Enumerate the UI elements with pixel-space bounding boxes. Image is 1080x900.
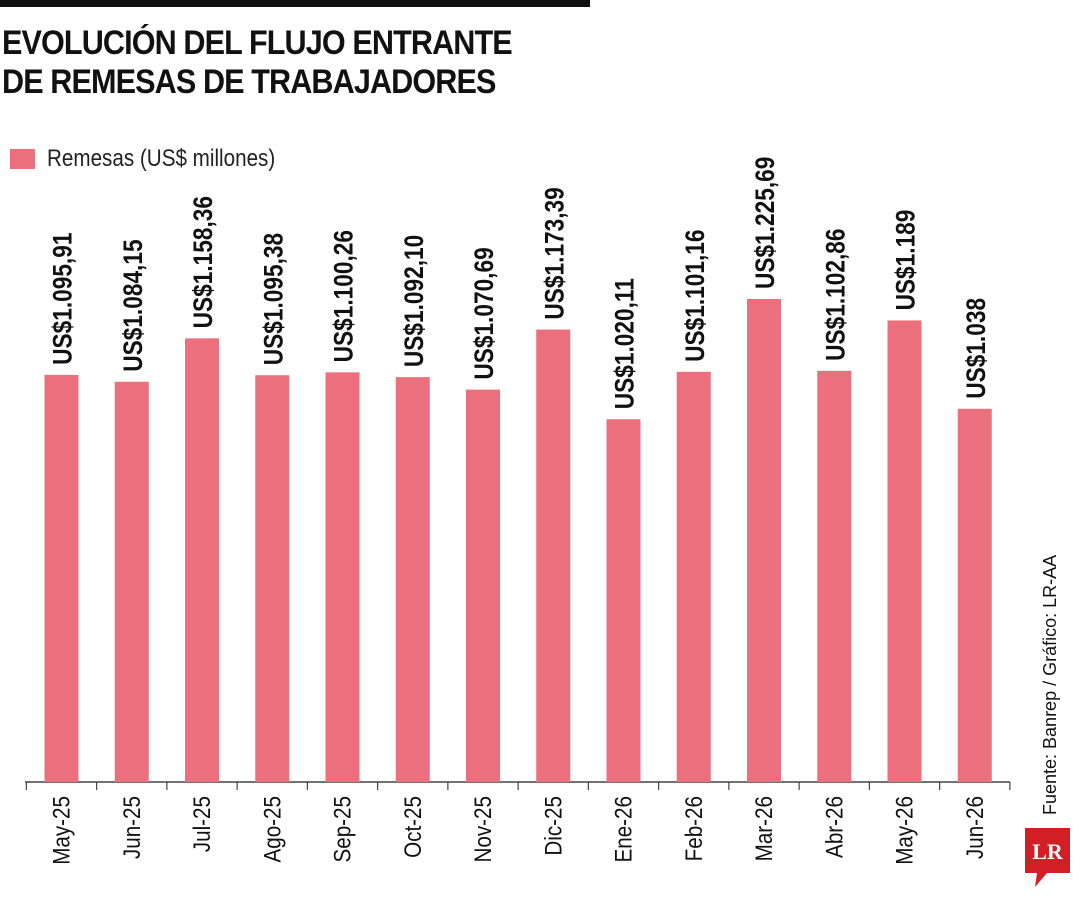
svg-text:LR: LR [1032,839,1064,864]
legend-swatch [10,149,35,169]
bar-value-label: US$1.038 [961,298,991,399]
bar-value-label: US$1.173,39 [539,187,569,319]
x-tick-label: Ago-25 [259,796,286,863]
legend: Remesas (US$ millones) [10,145,312,173]
bar [325,372,360,782]
bar [44,374,79,782]
bar-value-label: US$1.225,69 [750,157,780,289]
bar-value-label: US$1.084,15 [118,239,148,371]
x-tick-label: Jun-25 [118,796,145,859]
bar [466,389,500,782]
bar-value-label: US$1.158,36 [188,196,218,328]
bar [676,371,711,782]
x-tick-label: Nov-25 [470,796,497,863]
x-tick-label: Mar-26 [751,796,778,861]
x-tick-label: May-26 [891,796,918,865]
x-tick-label: Sep-25 [329,796,356,863]
bar [114,381,149,782]
bar [536,329,571,782]
bar [395,377,430,782]
bar-value-label: US$1.095,91 [48,232,78,364]
x-tick-label: Jul-25 [189,796,216,852]
bar-value-label: US$1.189 [891,210,921,311]
top-rule [0,0,590,7]
x-tick-label: Feb-26 [680,796,707,861]
x-tick-label: Jun-26 [961,796,988,859]
bar [817,370,852,782]
x-tick-label: Dic-25 [540,796,567,856]
bar [255,375,290,782]
bar-value-label: US$1.095,38 [258,233,288,365]
chart-title-line-2: DE REMESAS DE TRABAJADORES [2,63,496,101]
x-tick-label: Ene-26 [610,796,637,863]
x-tick-label: May-25 [48,796,75,865]
bar-value-label: US$1.100,26 [329,230,359,362]
bar [747,298,781,782]
bar-value-label: US$1.101,16 [680,229,710,361]
source-note: Fuente: Banrep / Gráfico: LR-AA [1040,554,1060,815]
legend-label: Remesas (US$ millones) [47,145,276,172]
lr-logo: LR [1025,828,1070,887]
chart-title: EVOLUCIÓN DEL FLUJO ENTRANTE DE REMESAS … [2,24,578,102]
bar-value-label: US$1.070,69 [469,247,499,379]
bar [887,320,922,782]
bar [185,338,219,782]
bar-value-label: US$1.020,11 [610,278,640,409]
bar-value-label: US$1.102,86 [820,228,850,360]
bar [606,419,641,782]
chart-title-line-1: EVOLUCIÓN DEL FLUJO ENTRANTE [2,24,513,62]
x-tick-label: Oct-25 [399,796,426,858]
x-tick-label: Abr-26 [821,796,848,858]
bar [957,408,992,782]
bar-value-label: US$1.092,10 [399,235,429,367]
